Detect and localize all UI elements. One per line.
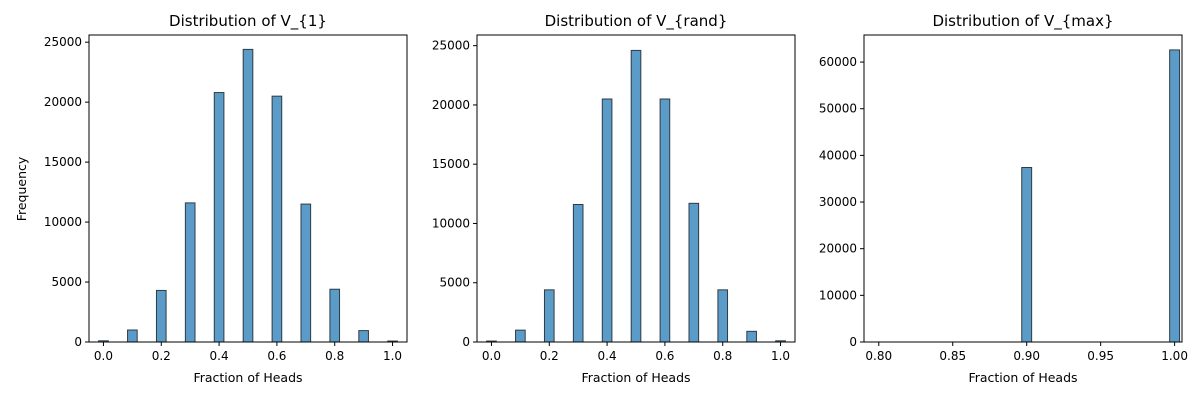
histogram-bar: [515, 329, 526, 343]
bars-group: [1021, 49, 1181, 343]
y-tick-label: 5000: [439, 276, 470, 290]
histogram-bar: [1021, 167, 1033, 343]
x-tick-label: 1.0: [383, 349, 402, 363]
histogram-bar: [155, 289, 167, 343]
y-tick-label: 20000: [432, 98, 470, 112]
x-tick-label: 0.4: [598, 349, 617, 363]
plot-frame: [88, 34, 408, 343]
histogram-bar: [213, 92, 225, 343]
y-tick-label: 0: [74, 335, 82, 349]
bars-group: [98, 48, 398, 343]
y-tick-label: 0: [849, 335, 857, 349]
histogram-bar: [572, 204, 584, 343]
histogram-bar: [358, 330, 369, 343]
ticks-group: 0.0 0.2 0.4 0.6 0.8 1.0 0 5000 10000 15000 20000 25…: [432, 39, 790, 363]
chart-title: Distribution of V_{rand}: [545, 12, 728, 31]
plot-frame: [863, 34, 1183, 343]
y-tick-label: 50000: [819, 102, 857, 116]
y-tick-label: 5000: [51, 275, 82, 289]
x-tick-label: 0.85: [939, 349, 966, 363]
x-tick-label: 0.4: [210, 349, 229, 363]
y-tick-label: 25000: [44, 35, 82, 49]
x-tick-label: 0.6: [655, 349, 674, 363]
y-tick-label: 10000: [44, 215, 82, 229]
x-tick-label: 0.80: [865, 349, 892, 363]
histogram-bar: [717, 289, 729, 343]
y-tick-label: 20000: [44, 95, 82, 109]
histogram-bar: [543, 289, 555, 343]
histogram-bar: [127, 329, 138, 343]
y-tick-label: 10000: [432, 216, 470, 230]
y-tick-label: 60000: [819, 55, 857, 69]
histogram-bar: [300, 203, 312, 343]
y-tick-label: 20000: [819, 242, 857, 256]
x-tick-label: 0.8: [713, 349, 732, 363]
y-tick-label: 25000: [432, 39, 470, 53]
chart-title: Distribution of V_{1}: [169, 12, 327, 31]
y-tick-label: 10000: [819, 288, 857, 302]
histogram-bar: [688, 202, 700, 343]
y-tick-label: 30000: [819, 195, 857, 209]
subplot-vrand: Distribution of V_{rand} Fraction of Hea…: [432, 12, 796, 385]
y-tick-label: 15000: [44, 155, 82, 169]
x-tick-label: 0.2: [540, 349, 559, 363]
plot-frame: [476, 34, 796, 343]
histogram-bar: [242, 48, 254, 343]
histogram-bar: [601, 98, 613, 343]
bars-group: [486, 49, 786, 343]
x-tick-label: 0.0: [482, 349, 501, 363]
x-tick-label: 0.0: [94, 349, 113, 363]
x-tick-label: 0.2: [152, 349, 171, 363]
histogram-bar: [329, 288, 341, 343]
x-tick-label: 0.8: [325, 349, 344, 363]
x-axis-label: Fraction of Heads: [193, 370, 302, 385]
x-tick-label: 1.0: [771, 349, 790, 363]
x-tick-label: 0.6: [267, 349, 286, 363]
x-tick-label: 0.95: [1087, 349, 1114, 363]
ticks-group: 0.0 0.2 0.4 0.6 0.8 1.0 0 5000 10000 15000 20000 25…: [44, 35, 402, 363]
x-axis-label: Fraction of Heads: [968, 370, 1077, 385]
histogram-bar: [184, 202, 196, 343]
shared-y-axis-label: Frequency: [14, 156, 29, 221]
ticks-group: 0.80 0.85 0.90 0.95 1.00 0 10000 20000 30000 4000…: [819, 55, 1188, 363]
histogram-bar: [746, 330, 757, 343]
x-tick-label: 0.90: [1013, 349, 1040, 363]
x-tick-label: 1.00: [1161, 349, 1188, 363]
x-axis-label: Fraction of Heads: [581, 370, 690, 385]
histogram-bar: [659, 98, 671, 343]
histogram-bar: [271, 95, 283, 343]
subplot-vmax: Distribution of V_{max} Fraction of Head…: [819, 12, 1188, 385]
histogram-bar: [1169, 49, 1181, 343]
y-tick-label: 40000: [819, 148, 857, 162]
y-tick-label: 0: [462, 335, 470, 349]
chart-title: Distribution of V_{max}: [932, 12, 1113, 31]
subplot-v1: Distribution of V_{1} Fraction of Heads …: [44, 12, 408, 385]
y-tick-label: 15000: [432, 157, 470, 171]
histogram-bar: [630, 49, 642, 343]
